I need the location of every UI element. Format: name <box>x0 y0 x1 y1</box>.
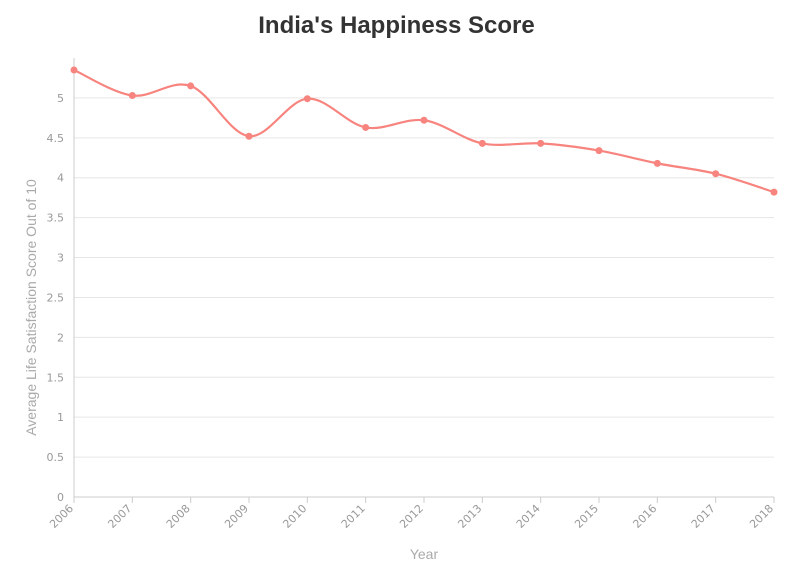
x-tick-label: 2016 <box>630 502 659 531</box>
series <box>70 66 778 196</box>
y-axis-title: Average Life Satisfaction Score Out of 1… <box>23 179 39 436</box>
data-point[interactable] <box>303 95 311 103</box>
x-tick-label: 2018 <box>747 502 776 531</box>
data-point[interactable] <box>70 66 78 74</box>
data-point[interactable] <box>653 159 661 167</box>
y-tick-label: 1.5 <box>47 371 65 384</box>
x-tick-label: 2012 <box>397 502 426 531</box>
x-tick-label: 2017 <box>689 502 718 531</box>
y-tick-label: 4 <box>57 172 64 185</box>
data-point[interactable] <box>420 116 428 124</box>
chart-title: India's Happiness Score <box>258 12 535 39</box>
y-tick-labels: 0 0.5 1 1.5 2 2.5 3 3.5 4 4.5 5 <box>47 92 65 504</box>
y-tick-label: 2 <box>57 331 64 344</box>
y-tick-label: 0.5 <box>47 451 65 464</box>
y-tick-label: 4.5 <box>47 132 65 145</box>
x-tick-label: 2006 <box>47 502 76 531</box>
x-tick-label: 2010 <box>280 502 309 531</box>
data-point[interactable] <box>770 188 778 196</box>
x-tick-label: 2008 <box>164 502 193 531</box>
data-point[interactable] <box>362 123 370 131</box>
y-tick-label: 2.5 <box>47 291 65 304</box>
x-axis-title: Year <box>410 546 439 562</box>
y-tick-label: 5 <box>57 92 64 105</box>
data-point[interactable] <box>478 139 486 147</box>
x-tick-label: 2009 <box>222 502 251 531</box>
data-point[interactable] <box>537 139 545 147</box>
data-point[interactable] <box>245 132 253 140</box>
y-tick-label: 3.5 <box>47 212 65 225</box>
y-tick-label: 3 <box>57 252 64 265</box>
axes <box>73 58 774 498</box>
grid <box>74 97 774 498</box>
x-tick-label: 2011 <box>339 502 368 531</box>
data-point[interactable] <box>128 92 136 100</box>
series-line <box>73 68 775 194</box>
x-tick-labels: 2006 2007 2008 2009 2010 2011 2012 2013 2014 2015… <box>47 497 776 531</box>
data-point[interactable] <box>595 147 603 155</box>
x-tick-label: 2013 <box>455 502 484 531</box>
data-point[interactable] <box>712 170 720 178</box>
x-tick-label: 2007 <box>105 502 134 531</box>
data-point[interactable] <box>187 82 195 90</box>
y-tick-label: 1 <box>57 411 64 424</box>
x-tick-label: 2015 <box>572 502 601 531</box>
x-tick-label: 2014 <box>514 502 543 531</box>
y-tick-label: 0 <box>57 491 64 504</box>
